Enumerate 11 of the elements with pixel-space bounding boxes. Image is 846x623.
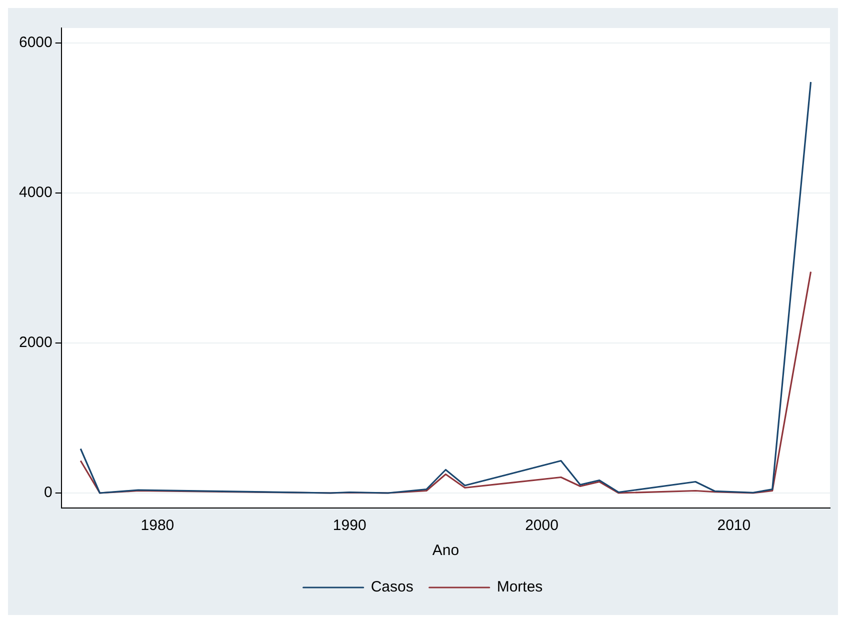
- x-axis-title: Ano: [432, 542, 460, 560]
- x-tick-label: 2010: [717, 517, 751, 534]
- x-tick-label: 1980: [140, 517, 174, 534]
- y-tick-label: 4000: [18, 184, 52, 202]
- legend-label: Mortes: [496, 578, 543, 596]
- y-tick-label: 0: [44, 484, 52, 502]
- y-tick-label: 2000: [18, 334, 52, 352]
- legend-label: Casos: [370, 578, 414, 596]
- x-tick-label: 1990: [332, 517, 366, 534]
- y-tick-label: 6000: [18, 34, 52, 52]
- x-tick-label: 2000: [525, 517, 558, 534]
